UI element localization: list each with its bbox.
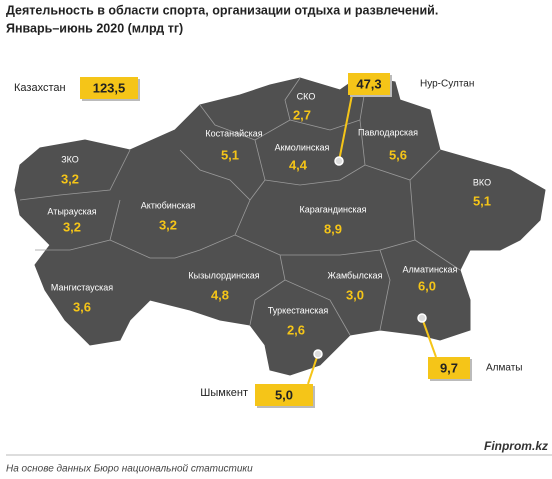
- subtitle: Январь–июнь 2020 (млрд тг): [6, 21, 183, 35]
- region-value: 8,9: [324, 221, 342, 236]
- city-name: Алматы: [486, 363, 523, 374]
- region-value: 3,2: [63, 219, 81, 234]
- value-box: [428, 357, 470, 379]
- region-value: 3,0: [346, 287, 364, 302]
- region-name: Кызылординская: [188, 270, 259, 280]
- region-name: Акмолинская: [275, 142, 330, 152]
- value-box: [255, 384, 313, 406]
- region-value: 5,1: [221, 147, 239, 162]
- region-name: Жамбылская: [328, 270, 383, 280]
- value-box: [80, 77, 138, 99]
- callout-line: [421, 317, 437, 358]
- region-name: ВКО: [473, 177, 491, 187]
- title: Деятельность в области спорта, организац…: [6, 3, 438, 17]
- region-name: Алматинская: [403, 264, 458, 274]
- value-box: [348, 73, 390, 95]
- region-name: Павлодарская: [358, 127, 418, 137]
- region-name: Туркестанская: [268, 305, 329, 315]
- region-name: Атырауская: [47, 206, 96, 216]
- region-name: Костанайская: [205, 128, 262, 138]
- box-value: 9,7: [440, 360, 458, 375]
- region-borders: [19, 77, 461, 336]
- region-value: 2,7: [293, 107, 311, 122]
- source: Finprom.kz: [484, 439, 548, 453]
- region-name: ЗКО: [61, 154, 79, 164]
- region-value: 3,2: [61, 171, 79, 186]
- region-name: СКО: [297, 91, 316, 101]
- callout-line: [307, 353, 319, 385]
- city-dot: [417, 313, 427, 323]
- region-value: 4,8: [211, 287, 229, 302]
- note: На основе данных Бюро национальной стати…: [6, 464, 253, 475]
- region-name: Мангистауская: [51, 282, 113, 292]
- region-value: 5,1: [473, 193, 491, 208]
- region-name: Карагандинская: [299, 204, 366, 214]
- region-value: 3,6: [73, 299, 91, 314]
- city-dot: [334, 156, 344, 166]
- region-value: 5,6: [389, 147, 407, 162]
- city-dot: [313, 349, 323, 359]
- box-value: 47,3: [356, 76, 381, 91]
- region-value: 6,0: [418, 278, 436, 293]
- callout-line: [338, 94, 353, 162]
- country-shape: [14, 75, 546, 376]
- city-name: Нур-Султан: [420, 79, 474, 90]
- city-name: Шымкент: [200, 387, 248, 399]
- total-label: Казахстан: [14, 82, 66, 94]
- box-value: 5,0: [275, 387, 293, 402]
- region-name: Актюбинская: [141, 200, 196, 210]
- region-value: 2,6: [287, 322, 305, 337]
- region-value: 3,2: [159, 217, 177, 232]
- region-value: 4,4: [289, 157, 308, 172]
- box-value: 123,5: [93, 80, 126, 95]
